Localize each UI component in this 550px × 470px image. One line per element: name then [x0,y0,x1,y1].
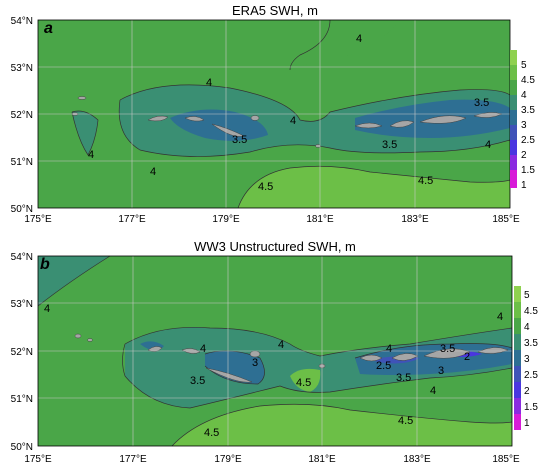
contour-label: 3.5 [396,372,411,384]
y-tick: 51°N [11,157,33,168]
y-tick: 50°N [11,204,33,215]
contour-label: 4 [278,339,284,351]
x-tick: 181°E [306,214,334,225]
contour-label: 3.5 [190,375,205,387]
panel-label: a [44,20,53,37]
contour-label: 4 [430,385,436,397]
swh-4-area [290,20,400,70]
x-tick: 181°E [308,454,336,465]
colorbar-label: 4.5 [521,75,535,86]
contour-label: 2 [464,351,470,363]
colorbar-label: 2.5 [521,135,535,146]
colorbar: 5 4.5 4 3.5 3 2.5 2 1.5 1 [514,286,538,430]
contour-label: 4 [497,311,503,323]
map-era5: 4 4 4 4 4 4 4.5 4.5 3.5 3.5 3.5 54°N 53°… [11,16,536,225]
contour-label: 4.5 [398,415,413,427]
contour-label: 4 [200,343,206,355]
contour-label: 4 [356,33,362,45]
contour-lines [71,19,511,209]
panel-title: ERA5 SWH, m [232,3,318,18]
swh-3-area-east [355,343,512,375]
contour-label: 4.5 [296,377,311,389]
colorbar-label: 4 [521,90,527,101]
contour-label: 4.5 [258,181,273,193]
contour-label-group: 4 4 4 3 3.5 4.5 4.5 4.5 4 3.5 3.5 2.5 2 … [44,303,503,439]
y-tick: 50°N [11,442,33,453]
y-tick: 54°N [11,16,33,27]
contour-label: 3 [252,357,258,369]
y-tick: 53°N [11,299,33,310]
x-tick: 179°E [212,214,240,225]
contour-label: 3.5 [232,134,247,146]
colorbar-label: 4 [524,322,530,333]
contour-label: 4 [88,149,94,161]
x-tick: 185°E [492,454,520,465]
y-tick: 52°N [11,110,33,121]
y-tick: 53°N [11,63,33,74]
axis-ticks: 54°N 53°N 52°N 51°N 50°N 175°E 177°E 179… [11,16,520,225]
graticule [38,256,512,446]
map-frame [37,255,513,447]
contour-label: 2.5 [376,360,391,372]
axis-ticks: 54°N 53°N 52°N 51°N 50°N 175°E 177°E 179… [11,252,520,465]
panel-title: WW3 Unstructured SWH, m [194,239,356,254]
map-ww3: 4 4 4 3 3.5 4.5 4.5 4.5 4 3.5 3.5 2.5 2 … [11,252,539,465]
colorbar-label: 2 [521,150,527,161]
contour-label: 4 [206,77,212,89]
x-tick: 183°E [403,454,431,465]
contour-label: 4.5 [418,175,433,187]
colorbar-label: 1 [524,418,530,429]
contour-label: 3.5 [382,139,397,151]
contour-label: 4 [290,115,296,127]
contour-label: 3 [438,365,444,377]
y-tick: 54°N [11,252,33,263]
colorbar-label: 3 [521,120,527,131]
swh-3-5-northwest [38,256,110,306]
y-tick: 52°N [11,347,33,358]
colorbar-label: 4.5 [524,306,538,317]
x-tick: 179°E [214,454,242,465]
contour-label: 4 [386,343,392,355]
swh-4-5-patch [290,368,321,392]
panel-label: b [40,256,50,273]
contour-label: 3.5 [440,343,455,355]
colorbar-label: 3.5 [521,105,535,116]
swh-3-5-west [72,111,98,155]
x-tick: 185°E [492,214,520,225]
x-tick: 177°E [118,214,146,225]
contour-label: 4 [485,139,491,151]
contour-label: 3.5 [474,97,489,109]
x-tick: 175°E [24,214,52,225]
contour-label: 4.5 [204,427,219,439]
x-tick: 175°E [24,454,52,465]
swh-4-5-area [238,166,510,208]
panel-ww3: WW3 Unstructured SWH, m [0,236,550,470]
contour-label: 4 [150,166,156,178]
contour-label-group: 4 4 4 4 4 4 4.5 4.5 3.5 3.5 3.5 [88,33,491,193]
graticule [38,20,510,208]
aleutian-islands [71,96,503,148]
x-tick: 177°E [119,454,147,465]
contour-label: 4 [44,303,50,315]
colorbar-label: 3 [524,354,530,365]
colorbar: 5 4.5 4 3.5 3 2.5 2 1.5 1 [510,50,535,191]
colorbar-label: 3.5 [524,338,538,349]
colorbar-label: 2 [524,386,530,397]
colorbar-label: 5 [524,290,530,301]
colorbar-label: 1.5 [521,165,535,176]
colorbar-label: 1.5 [524,402,538,413]
swh-4-5-area [172,404,512,446]
colorbar-label: 1 [521,180,527,191]
panel-era5: ERA5 SWH, m [0,0,550,232]
x-tick: 183°E [401,214,429,225]
colorbar-label: 5 [521,60,527,71]
y-tick: 51°N [11,394,33,405]
colorbar-label: 2.5 [524,370,538,381]
